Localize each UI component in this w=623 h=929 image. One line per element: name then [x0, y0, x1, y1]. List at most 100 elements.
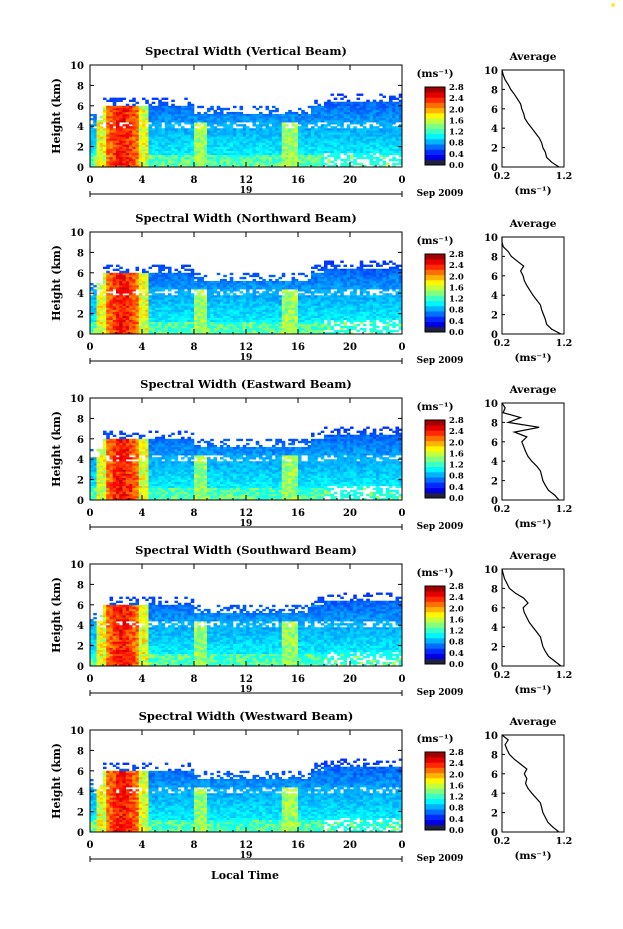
- heatmap-cell: [210, 144, 214, 147]
- heatmap-cell: [184, 272, 188, 276]
- heatmap-cell: [223, 126, 227, 129]
- heatmap-cell: [340, 132, 344, 135]
- heatmap-cell: [249, 150, 253, 154]
- heatmap-cell: [301, 307, 305, 310]
- heatmap-cell: [138, 274, 143, 278]
- heatmap-cell: [298, 293, 302, 296]
- heatmap-cell: [125, 116, 130, 119]
- heatmap-cell: [246, 305, 250, 308]
- heatmap-cell: [272, 109, 276, 113]
- heatmap-cell: [132, 120, 136, 123]
- heatmap-cell: [272, 124, 276, 127]
- heatmap-cell: [294, 309, 299, 312]
- heatmap-cell: [151, 152, 156, 156]
- x-tick-label: 16: [291, 175, 305, 186]
- heatmap-cell: [207, 140, 211, 143]
- heatmap-cell: [129, 122, 133, 125]
- heatmap-cell: [285, 301, 289, 304]
- heatmap-cell: [129, 307, 133, 310]
- heatmap-cell: [307, 297, 312, 300]
- heatmap-cell: [242, 126, 247, 129]
- heatmap-cell: [242, 329, 247, 333]
- heatmap-cell: [145, 323, 149, 327]
- heatmap-cell: [281, 140, 286, 143]
- heatmap-cell: [112, 280, 117, 284]
- heatmap-cell: [278, 162, 283, 166]
- heatmap-cell: [119, 299, 123, 302]
- heatmap-cell: [194, 146, 198, 149]
- heatmap-cell: [122, 325, 127, 329]
- heatmap-cell: [151, 331, 156, 335]
- heatmap-cell: [148, 144, 153, 147]
- heatmap-cell: [229, 126, 234, 129]
- heatmap-cell: [252, 291, 257, 294]
- heatmap-cell: [333, 317, 338, 321]
- heatmap-cell: [385, 150, 390, 154]
- heatmap-cell: [304, 313, 309, 316]
- heatmap-cell: [148, 289, 153, 292]
- heatmap-cell: [320, 297, 325, 300]
- heatmap-cell: [145, 274, 149, 278]
- heatmap-cell: [181, 323, 185, 327]
- heatmap-cell: [190, 142, 195, 145]
- heatmap-cell: [142, 164, 146, 168]
- heatmap-cell: [109, 144, 114, 147]
- heatmap-cell: [395, 162, 400, 166]
- heatmap-cell: [112, 303, 117, 306]
- heatmap-cell: [301, 311, 305, 314]
- heatmap-cell: [135, 162, 140, 166]
- heatmap-cell: [210, 329, 214, 333]
- heatmap-cell: [307, 309, 312, 312]
- heatmap-cell: [246, 289, 250, 292]
- heatmap-cell: [200, 325, 205, 329]
- heatmap-cell: [151, 122, 156, 125]
- heatmap-cell: [103, 297, 107, 300]
- heatmap-cell: [181, 126, 185, 129]
- heatmap-cell: [125, 120, 130, 123]
- heatmap-cell: [106, 132, 110, 135]
- heatmap-cell: [132, 309, 136, 312]
- heatmap-cell: [135, 299, 140, 302]
- heatmap-cell: [129, 272, 133, 276]
- heatmap-cell: [168, 317, 172, 321]
- heatmap-cell: [255, 140, 260, 143]
- heatmap-cell: [242, 144, 247, 147]
- heatmap-cell: [226, 132, 231, 135]
- heatmap-cell: [311, 162, 315, 166]
- heatmap-cell: [233, 164, 237, 168]
- heatmap-cell: [236, 295, 240, 298]
- heatmap-cell: [317, 297, 322, 300]
- heatmap-cell: [278, 285, 283, 288]
- heatmap-cell: [291, 150, 296, 154]
- heatmap-cell: [207, 162, 211, 166]
- heatmap-cell: [187, 118, 192, 121]
- heatmap-cell: [135, 274, 140, 278]
- heatmap-cell: [135, 280, 140, 284]
- heatmap-cell: [320, 291, 325, 294]
- heatmap-cell: [194, 325, 198, 329]
- heatmap-cell: [119, 291, 123, 294]
- heatmap-cell: [281, 331, 286, 335]
- heatmap-cell: [106, 113, 110, 117]
- heatmap-cell: [327, 331, 331, 335]
- heatmap-cell: [138, 321, 143, 325]
- heatmap-cell: [174, 120, 179, 123]
- heatmap-cell: [174, 138, 179, 141]
- heatmap-cell: [327, 140, 331, 143]
- heatmap-cell: [171, 150, 175, 154]
- heatmap-cell: [233, 142, 237, 145]
- heatmap-cell: [164, 109, 169, 113]
- heatmap-cell: [395, 146, 400, 149]
- heatmap-cell: [343, 101, 348, 105]
- heatmap-cell: [226, 107, 231, 111]
- heatmap-cell: [301, 329, 305, 333]
- heatmap-cell: [353, 136, 357, 139]
- heatmap-cell: [161, 309, 166, 312]
- heatmap-cell: [148, 327, 153, 331]
- heatmap-cell: [320, 124, 325, 127]
- heatmap-cell: [194, 276, 198, 280]
- heatmap-cell: [281, 323, 286, 327]
- heatmap-cell: [249, 327, 253, 331]
- heatmap-cell: [333, 329, 338, 333]
- heatmap-cell: [233, 116, 237, 119]
